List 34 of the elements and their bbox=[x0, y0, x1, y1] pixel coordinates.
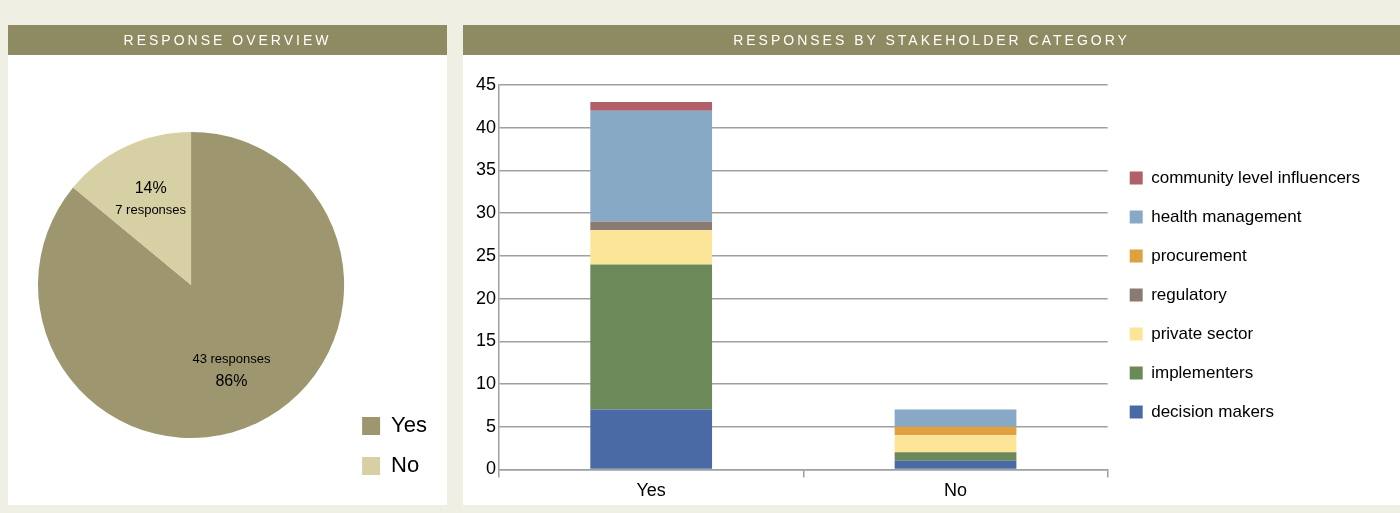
bar bbox=[894, 452, 1017, 461]
legend-label: private sector bbox=[1151, 323, 1254, 343]
y-tick-label: 5 bbox=[486, 415, 497, 436]
legend-label: decision makers bbox=[1151, 401, 1275, 421]
y-tick-label: 20 bbox=[475, 287, 497, 308]
y-tick-label: 30 bbox=[475, 202, 497, 223]
y-tick-label: 10 bbox=[475, 372, 497, 393]
bar bbox=[894, 426, 1017, 436]
y-tick-label: 25 bbox=[475, 244, 497, 265]
chart-title: RESPONSE OVERVIEW bbox=[8, 25, 447, 55]
data-label: 14% 7 responses bbox=[115, 178, 187, 217]
y-tick-label: 45 bbox=[475, 73, 497, 94]
bar bbox=[590, 102, 713, 111]
bar bbox=[590, 264, 713, 410]
chart-title: RESPONSES BY STAKEHOLDER CATEGORY bbox=[463, 25, 1400, 55]
legend-label: implementers bbox=[1151, 362, 1254, 382]
bar bbox=[894, 409, 1017, 427]
y-tick-label: 35 bbox=[475, 159, 497, 180]
bar bbox=[894, 460, 1017, 469]
bar bbox=[590, 110, 713, 222]
data-label: 43 responses 86% bbox=[192, 351, 271, 390]
bar bbox=[590, 230, 713, 265]
y-tick-label: 15 bbox=[475, 330, 497, 351]
legend-label: No bbox=[391, 452, 420, 478]
legend-label: health management bbox=[1151, 206, 1302, 226]
y-tick-label: 40 bbox=[475, 116, 497, 137]
bar bbox=[590, 409, 713, 469]
legend-label: regulatory bbox=[1151, 284, 1228, 304]
legend-label: Yes bbox=[391, 412, 427, 438]
bar bbox=[894, 435, 1017, 453]
legend-label: procurement bbox=[1151, 245, 1247, 265]
y-tick-label: 0 bbox=[486, 458, 497, 479]
legend-label: community level influencers bbox=[1151, 167, 1361, 187]
bar bbox=[590, 221, 713, 231]
